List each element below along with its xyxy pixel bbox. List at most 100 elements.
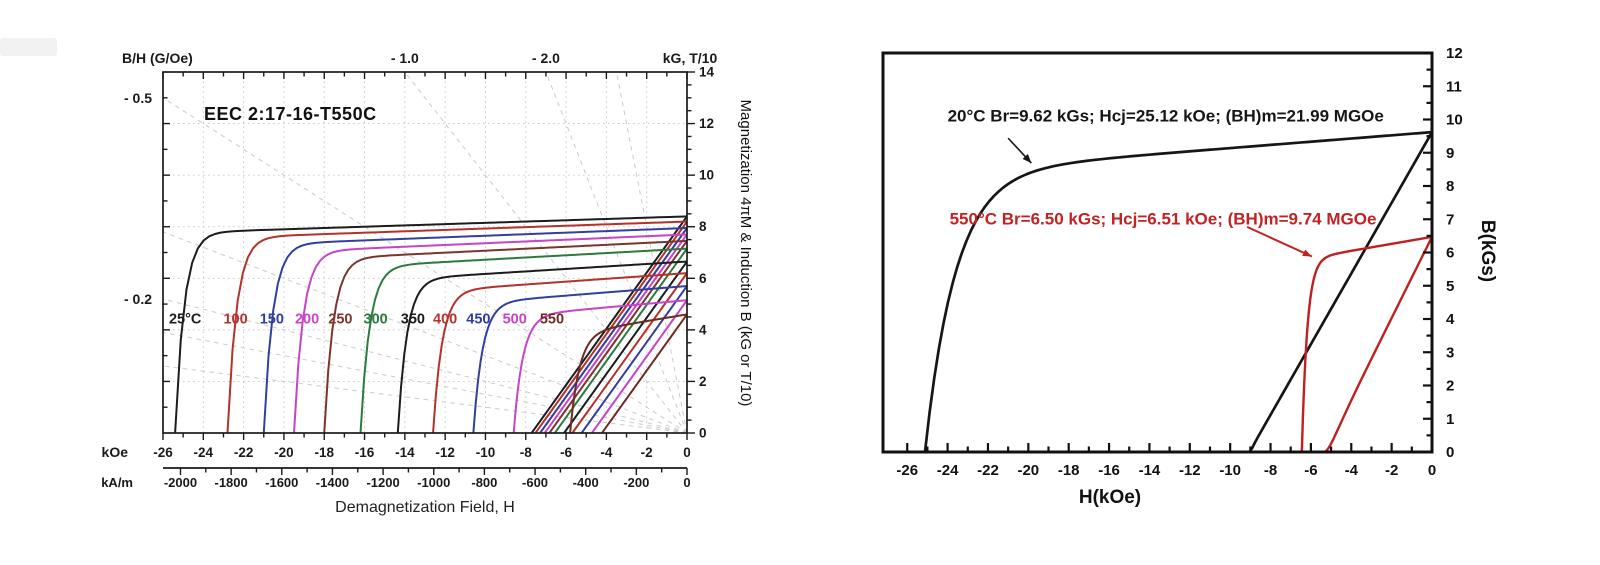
annotation-550C: 550°C Br=6.50 kGs; Hcj=6.51 kOe; (BH)m=9… xyxy=(950,210,1377,229)
load-line-1 xyxy=(404,72,687,433)
curve-20C-intrinsic xyxy=(923,130,1434,454)
y-tick-label: 0 xyxy=(1446,444,1454,461)
kam-row-label: kA/m xyxy=(101,475,133,490)
x-tick-label: -10 xyxy=(1219,462,1241,479)
y-tick-label: 9 xyxy=(1446,145,1454,162)
curve-150-intrinsic xyxy=(262,227,687,433)
x-tick-label-koe: -26 xyxy=(153,445,173,460)
y-tick-label: 4 xyxy=(1446,311,1455,328)
y-tick-label: 6 xyxy=(699,271,707,286)
load-line-label: - 1.0 xyxy=(391,50,419,66)
y-tick-label: 1 xyxy=(1446,411,1454,428)
x-tick-label: -8 xyxy=(1264,462,1277,479)
x-tick-label-kam: -400 xyxy=(573,475,599,490)
y-tick-label: 8 xyxy=(699,219,707,234)
load-line-0.15 xyxy=(163,331,687,433)
x-tick-label-koe: -18 xyxy=(314,445,334,460)
annotation-arrow-550C xyxy=(1246,225,1313,258)
curve-450-induction xyxy=(580,285,687,433)
curve-550C-induction xyxy=(1320,235,1434,454)
y-tick-label: 2 xyxy=(1446,378,1454,395)
curve-family xyxy=(174,215,687,433)
x-tick-label: -16 xyxy=(1098,462,1120,479)
curve-300-intrinsic xyxy=(359,247,687,433)
x-tick-label: -4 xyxy=(1345,462,1359,479)
x-tick-label-koe: -4 xyxy=(600,445,612,460)
hysteresis-curves xyxy=(923,130,1434,454)
x-tick-label-kam: -600 xyxy=(522,475,548,490)
load-line-label: - 2.0 xyxy=(532,50,560,66)
y-tick-label: 4 xyxy=(699,322,707,337)
curve-300-induction xyxy=(553,247,687,433)
curve-20C-induction xyxy=(1247,130,1434,454)
load-line-0.3 xyxy=(163,231,687,433)
koe-row-label: kOe xyxy=(102,444,129,460)
x-tick-label-koe: -16 xyxy=(355,445,375,460)
x-tick-label: -18 xyxy=(1058,462,1080,479)
x-tick-label: -6 xyxy=(1304,462,1317,479)
temp-label-550: 550 xyxy=(540,311,564,327)
right-x-axis-title: H(kOe) xyxy=(1079,487,1141,508)
y-tick-label: 12 xyxy=(699,116,714,131)
x-tick-label-kam: -1800 xyxy=(215,475,248,490)
x-tick-label: -14 xyxy=(1139,462,1161,479)
right-chart: -26 -24 -22 -20 -18 -16 -14 -12 -10 -8 -6 -4 -2 00123… xyxy=(881,45,1498,508)
x-tick-label: -20 xyxy=(1017,462,1039,479)
annotation-arrow-550C-head xyxy=(1302,249,1312,257)
kam-ticks xyxy=(179,468,688,475)
load-line-fan xyxy=(163,72,687,433)
y-tick-label: 7 xyxy=(1446,211,1454,228)
x-tick-label-koe: -14 xyxy=(395,445,415,460)
x-tick-label-koe: -20 xyxy=(274,445,294,460)
left-y-axis-title: Magnetization 4πM & Induction B (kG or T… xyxy=(737,100,754,407)
load-line-0.2 xyxy=(163,298,687,433)
temp-label-350: 350 xyxy=(401,311,425,327)
left-ticks xyxy=(162,71,695,440)
curve-200-intrinsic xyxy=(293,233,687,433)
temp-label-250: 250 xyxy=(328,311,352,327)
load-line-label: - 0.2 xyxy=(124,291,152,307)
x-tick-label-kam: -800 xyxy=(471,475,497,490)
temp-label-450: 450 xyxy=(466,311,490,327)
temp-label-150: 150 xyxy=(260,311,284,327)
curve-250-intrinsic xyxy=(323,239,687,433)
x-tick-label: 0 xyxy=(1428,462,1436,479)
curve-400-intrinsic xyxy=(432,272,687,433)
load-line-0.1 xyxy=(163,365,687,433)
y-tick-label: 5 xyxy=(1446,278,1454,295)
curve-550-intrinsic xyxy=(569,313,687,433)
x-tick-label-koe: -2 xyxy=(641,445,653,460)
x-tick-label-kam: -1000 xyxy=(417,475,450,490)
x-tick-label-koe: 0 xyxy=(683,445,691,460)
temp-label-500: 500 xyxy=(503,311,527,327)
left-chart: -26 -24 -22 -20 -18 -16 -14 -12 -10 -8 -6 -4 -2 00246… xyxy=(101,50,754,516)
kg-units-label: kG, T/10 xyxy=(663,50,718,66)
curve-200-induction xyxy=(543,233,687,433)
x-tick-label-koe: -12 xyxy=(435,445,455,460)
y-tick-label: 3 xyxy=(1446,344,1454,361)
scan-artifact xyxy=(0,38,57,56)
curve-500-induction xyxy=(590,299,687,433)
y-tick-label: 14 xyxy=(699,65,715,80)
left-x-axis-title: Demagnetization Field, H xyxy=(335,499,515,516)
x-tick-label: -12 xyxy=(1179,462,1201,479)
curve-350-induction xyxy=(563,260,687,433)
y-tick-label: 10 xyxy=(699,168,714,183)
curve-500-intrinsic xyxy=(512,299,687,433)
y-tick-label: 2 xyxy=(699,374,707,389)
curve-350-intrinsic xyxy=(396,260,687,433)
x-tick-label-kam: -200 xyxy=(623,475,649,490)
x-tick-label: -22 xyxy=(977,462,999,479)
temp-label-300: 300 xyxy=(364,311,388,327)
x-tick-label: -26 xyxy=(896,462,918,479)
curve-550-induction xyxy=(600,313,687,433)
temp-label-200: 200 xyxy=(295,311,319,327)
x-tick-label-koe: -8 xyxy=(520,445,532,460)
right-y-axis-title: B(kGs) xyxy=(1477,220,1498,282)
x-tick-label-kam: -2000 xyxy=(164,475,197,490)
curve-550C-intrinsic xyxy=(1300,235,1434,454)
y-tick-label: 0 xyxy=(699,426,707,441)
y-tick-label: 10 xyxy=(1446,112,1463,129)
